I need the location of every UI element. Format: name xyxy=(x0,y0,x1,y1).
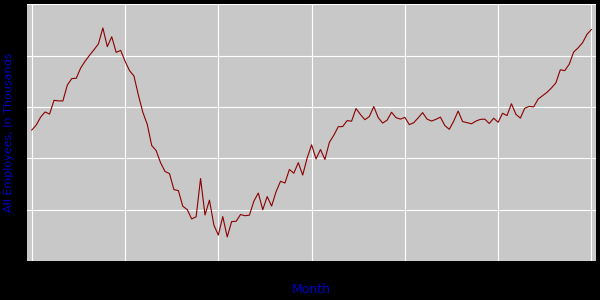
X-axis label: Month: Month xyxy=(292,283,331,296)
Y-axis label: All Employees, In Thousands: All Employees, In Thousands xyxy=(4,53,14,212)
